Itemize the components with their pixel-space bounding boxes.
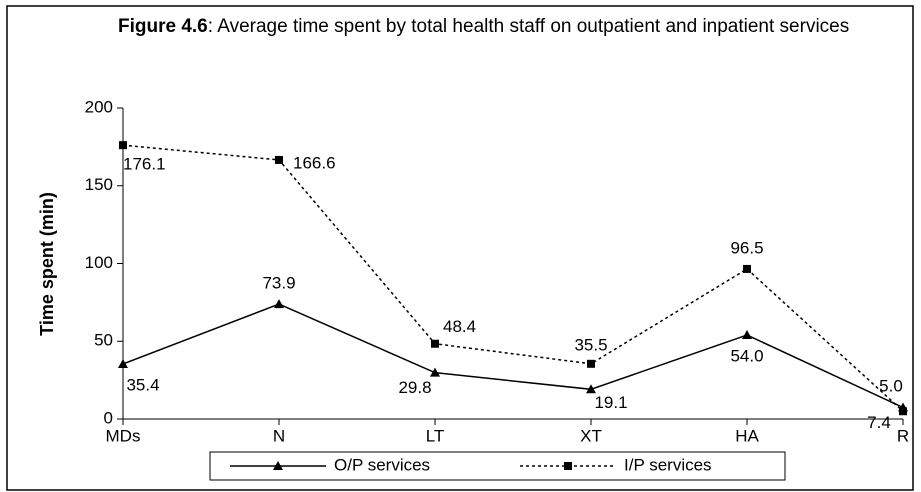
- data-label: 73.9: [262, 274, 295, 293]
- data-label: 29.8: [398, 378, 431, 397]
- marker: [587, 359, 595, 368]
- marker: [743, 264, 751, 273]
- series-line: [122, 303, 904, 409]
- y-tick-label: 50: [94, 331, 113, 350]
- x-tick-label: LT: [426, 426, 445, 445]
- data-label: 96.5: [730, 238, 763, 257]
- data-label: 5.0: [879, 377, 903, 396]
- data-label: 176.1: [123, 155, 166, 174]
- marker: [430, 367, 440, 377]
- marker: [119, 141, 127, 150]
- x-tick-label: MDs: [106, 426, 141, 445]
- x-tick-label: R: [897, 426, 909, 445]
- chart-border: [6, 5, 914, 491]
- marker: [586, 384, 596, 394]
- y-axis-label: Time spent (min): [37, 192, 57, 336]
- legend-label: O/P services: [334, 455, 430, 474]
- legend-label: I/P services: [624, 455, 712, 474]
- y-tick-label: 0: [104, 408, 113, 427]
- x-tick-label: HA: [735, 426, 759, 445]
- marker: [275, 155, 283, 164]
- data-label: 166.6: [293, 153, 336, 172]
- marker: [431, 339, 439, 348]
- data-label: 48.4: [443, 317, 476, 336]
- marker: [273, 461, 283, 470]
- y-tick-label: 150: [85, 175, 113, 194]
- data-label: 54.0: [730, 347, 763, 366]
- data-label: 35.4: [126, 375, 159, 394]
- y-tick-label: 100: [85, 253, 113, 272]
- x-tick-label: XT: [580, 426, 602, 445]
- data-label: 35.5: [574, 335, 607, 354]
- series-line: [122, 144, 904, 412]
- title-label: Figure 4.6: [118, 16, 208, 37]
- marker: [742, 330, 752, 340]
- chart-title: Figure 4.6: Average time spent by total …: [118, 14, 878, 40]
- x-tick-label: N: [273, 426, 285, 445]
- y-tick-label: 200: [85, 97, 113, 116]
- data-label: 19.1: [594, 393, 627, 412]
- title-text: : Average time spent by total health sta…: [207, 16, 850, 37]
- data-label: 7.4: [867, 413, 891, 432]
- marker: [274, 299, 284, 309]
- marker: [564, 462, 572, 470]
- marker: [899, 407, 907, 416]
- marker: [118, 358, 128, 368]
